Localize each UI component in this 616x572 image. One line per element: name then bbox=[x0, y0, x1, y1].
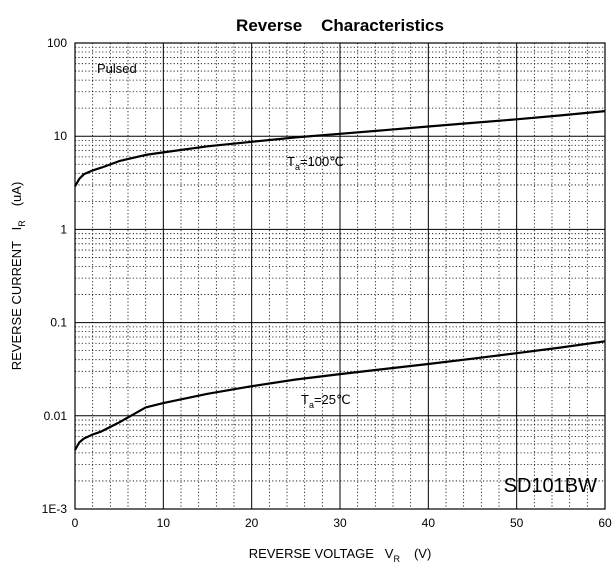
x-tick-label: 30 bbox=[333, 516, 347, 530]
x-axis-label: REVERSE VOLTAGE VR (V) bbox=[249, 546, 432, 564]
x-tick-labels: 0 10 20 30 40 50 60 bbox=[72, 516, 612, 530]
x-tick-label: 10 bbox=[157, 516, 171, 530]
x-tick-label: 20 bbox=[245, 516, 259, 530]
model-annotation: SD101BW bbox=[504, 475, 597, 497]
major-grid bbox=[74, 42, 606, 510]
y-axis-label-unit: (uA) bbox=[9, 182, 24, 207]
series-label-100c-main: T bbox=[287, 154, 295, 169]
y-axis-label: REVERSE CURRENT IR (uA) bbox=[9, 182, 27, 371]
minor-grid bbox=[75, 43, 605, 509]
x-tick-label: 60 bbox=[598, 516, 612, 530]
series-lines bbox=[74, 110, 606, 451]
chart-title: Reverse Characteristics bbox=[236, 16, 444, 35]
y-tick-labels: 1E-3 0.01 0.1 1 10 100 bbox=[42, 36, 68, 516]
series-label-25c-main: T bbox=[301, 392, 309, 407]
x-tick-label: 0 bbox=[72, 516, 79, 530]
y-axis-label-sub: R bbox=[17, 220, 27, 227]
pulsed-annotation: Pulsed bbox=[97, 61, 137, 76]
y-tick-label: 1 bbox=[60, 222, 67, 236]
x-tick-label: 50 bbox=[510, 516, 524, 530]
x-axis-label-unit: (V) bbox=[414, 546, 431, 561]
series-label-100c-sub: a bbox=[295, 162, 300, 172]
y-tick-label: 10 bbox=[54, 129, 68, 143]
series-line-100c bbox=[74, 110, 606, 187]
series-label-100c: Ta=100℃ bbox=[287, 154, 344, 172]
x-tick-label: 40 bbox=[422, 516, 436, 530]
y-tick-label: 0.01 bbox=[44, 409, 68, 423]
series-line-25c bbox=[74, 340, 606, 451]
x-axis-label-main: REVERSE VOLTAGE V bbox=[249, 546, 394, 561]
plot-frame bbox=[74, 42, 606, 510]
y-tick-label: 1E-3 bbox=[42, 502, 68, 516]
series-label-25c-sub: a bbox=[309, 400, 314, 410]
y-tick-label: 0.1 bbox=[50, 316, 67, 330]
series-label-25c-rest: =25℃ bbox=[314, 392, 351, 407]
series-label-25c: Ta=25℃ bbox=[301, 392, 351, 410]
x-axis-label-sub: R bbox=[393, 554, 400, 564]
y-tick-label: 100 bbox=[47, 36, 67, 50]
series-label-100c-rest: =100℃ bbox=[300, 154, 344, 169]
y-axis-label-main: REVERSE CURRENT I bbox=[9, 227, 24, 371]
